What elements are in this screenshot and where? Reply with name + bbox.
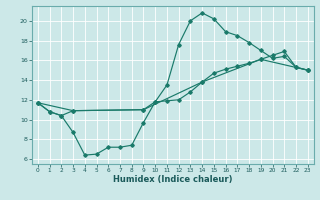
- X-axis label: Humidex (Indice chaleur): Humidex (Indice chaleur): [113, 175, 233, 184]
